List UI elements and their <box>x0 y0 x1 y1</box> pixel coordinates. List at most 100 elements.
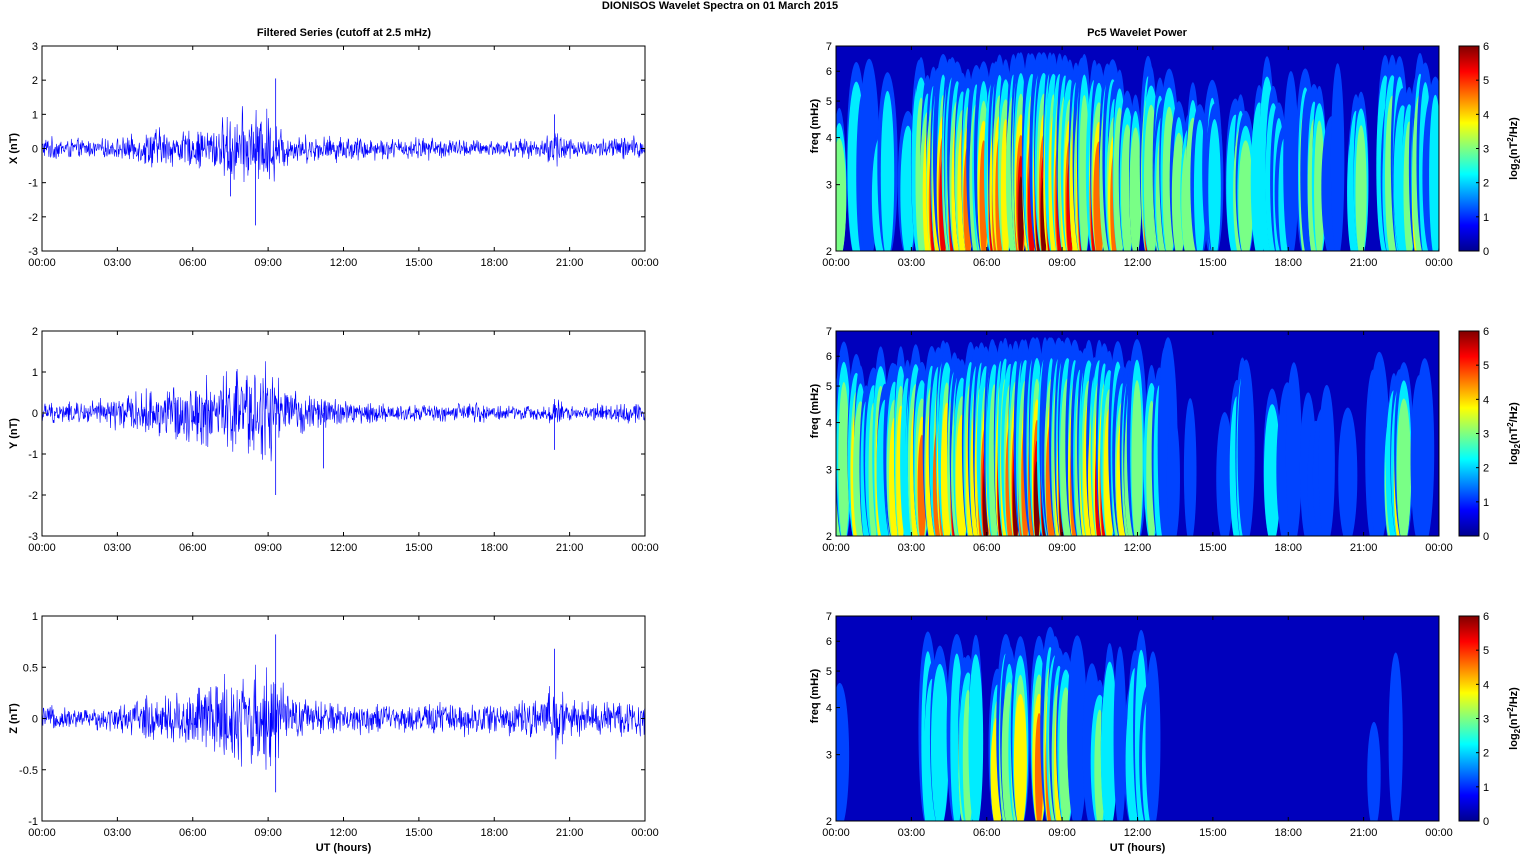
power-blob <box>1263 404 1281 536</box>
ytick-label: 3 <box>826 180 832 192</box>
ytick-label: 3 <box>826 465 832 477</box>
wavelet-xtick-label: 06:00 <box>973 257 1001 269</box>
colorbar-tick-label: 6 <box>1483 41 1489 53</box>
series-ylabel: Y (nT) <box>8 418 20 449</box>
power-blob <box>1285 362 1302 536</box>
series-xtick-label: 06:00 <box>179 827 207 839</box>
colorbar: 0 1 2 3 4 5 6 log2(nT2/Hz) <box>1458 611 1521 828</box>
colorbar-tick-label: 0 <box>1483 246 1489 258</box>
power-blob <box>1318 384 1335 536</box>
ytick-label: 1 <box>32 367 38 379</box>
colorbar-tick-label: 5 <box>1483 360 1489 372</box>
ytick-label: -1 <box>28 178 38 190</box>
heatmap-field <box>836 337 1435 536</box>
power-blob <box>1237 359 1255 536</box>
colorbar-tick-label: 0 <box>1483 816 1489 828</box>
wavelet-xtick-label: 09:00 <box>1048 827 1076 839</box>
series-xtick-label: 06:00 <box>179 542 207 554</box>
colorbar-tick-label: 5 <box>1483 75 1489 87</box>
power-blob <box>1314 120 1325 251</box>
colorbar-tick-label: 1 <box>1483 782 1489 794</box>
ytick-label: 3 <box>826 750 832 762</box>
colorbar-tick-label: 3 <box>1483 429 1489 441</box>
wavelet-xtick-label: 18:00 <box>1274 542 1302 554</box>
series-xlabel: UT (hours) <box>316 842 372 854</box>
ytick-label: -1 <box>28 816 38 828</box>
colorbar-label: log2(nT2/Hz) <box>1506 687 1521 750</box>
wavelet-xtick-label: 00:00 <box>822 827 850 839</box>
series-xtick-label: 12:00 <box>330 257 358 269</box>
wavelet-xtick-label: 06:00 <box>973 827 1001 839</box>
colorbar-tick-label: 0 <box>1483 531 1489 543</box>
colorbar-tick-label: 2 <box>1483 178 1489 190</box>
colorbar-tick-label: 2 <box>1483 463 1489 475</box>
series-xtick-label: 09:00 <box>254 827 282 839</box>
series-line <box>41 361 646 462</box>
ytick-label: -1 <box>28 449 38 461</box>
colorbar-tick-label: 6 <box>1483 326 1489 338</box>
ytick-label: -3 <box>28 531 38 543</box>
series-xtick-label: 00:00 <box>28 257 56 269</box>
series-panel-2: -3 -2 -1 0 1 2 00:00 03:00 06:00 09:00 12:00 15:00 1… <box>8 326 659 554</box>
series-xtick-label: 03:00 <box>104 257 132 269</box>
series-line <box>41 664 646 770</box>
power-blob <box>836 138 847 251</box>
wavelet-xtick-label: 18:00 <box>1274 257 1302 269</box>
heatmap-field <box>836 626 1403 821</box>
wavelet-xtick-label: 00:00 <box>1425 827 1453 839</box>
series-xtick-label: 00:00 <box>631 827 659 839</box>
ytick-label: 7 <box>826 41 832 53</box>
series-xtick-label: 06:00 <box>179 257 207 269</box>
colorbar-tick-label: 1 <box>1483 497 1489 509</box>
left-column-title: Filtered Series (cutoff at 2.5 mHz) <box>257 27 432 39</box>
series-xtick-label: 12:00 <box>330 542 358 554</box>
power-blob <box>1415 358 1435 536</box>
series-ylabel: Z (nT) <box>8 703 20 734</box>
wavelet-xtick-label: 12:00 <box>1124 542 1152 554</box>
series-xtick-label: 00:00 <box>28 542 56 554</box>
colorbar-tick-label: 4 <box>1483 109 1489 121</box>
ytick-label: 7 <box>826 611 832 623</box>
ytick-label: 1 <box>32 611 38 623</box>
wavelet-xtick-label: 00:00 <box>1425 257 1453 269</box>
ytick-label: 2 <box>826 816 832 828</box>
colorbar-label: log2(nT2/Hz) <box>1506 117 1521 180</box>
series-xtick-label: 09:00 <box>254 257 282 269</box>
ytick-label: -0.5 <box>19 765 38 777</box>
ytick-label: 6 <box>826 636 832 648</box>
series-xtick-label: 00:00 <box>631 542 659 554</box>
power-blob <box>836 682 850 821</box>
series-xtick-label: 18:00 <box>480 827 508 839</box>
power-blob <box>1338 407 1358 536</box>
colorbar-tick-label: 3 <box>1483 144 1489 156</box>
wavelet-ylabel: freq (mHz) <box>809 98 821 153</box>
series-xtick-label: 00:00 <box>631 257 659 269</box>
power-blob <box>1429 94 1439 251</box>
power-blob <box>1208 119 1221 251</box>
series-xtick-label: 21:00 <box>556 542 584 554</box>
ytick-label: 4 <box>826 703 832 715</box>
wavelet-xlabel: UT (hours) <box>1110 842 1166 854</box>
wavelet-xtick-label: 21:00 <box>1350 827 1378 839</box>
ytick-label: 2 <box>826 531 832 543</box>
ytick-label: 2 <box>32 75 38 87</box>
series-line <box>41 106 646 183</box>
power-blob <box>1067 635 1088 821</box>
series-xtick-label: 15:00 <box>405 827 433 839</box>
wavelet-panel-2: 2 3 4 5 6 7 00:00 03:00 06:00 09:00 12:00 15:00 18:0… <box>809 326 1521 554</box>
power-blob <box>1101 661 1118 821</box>
colorbar-tick-label: 6 <box>1483 611 1489 623</box>
colorbar: 0 1 2 3 4 5 6 log2(nT2/Hz) <box>1458 41 1521 258</box>
wavelet-xtick-label: 18:00 <box>1274 827 1302 839</box>
wavelet-xtick-label: 15:00 <box>1199 542 1227 554</box>
ytick-label: 0 <box>32 408 38 420</box>
colorbar-label: log2(nT2/Hz) <box>1506 402 1521 465</box>
wavelet-xtick-label: 15:00 <box>1199 827 1227 839</box>
series-xtick-label: 12:00 <box>330 827 358 839</box>
power-blob <box>968 654 984 821</box>
wavelet-xtick-label: 00:00 <box>822 257 850 269</box>
ytick-label: 5 <box>826 96 832 108</box>
power-blob <box>1018 176 1024 251</box>
series-xtick-label: 03:00 <box>104 827 132 839</box>
power-blob <box>1129 127 1142 251</box>
